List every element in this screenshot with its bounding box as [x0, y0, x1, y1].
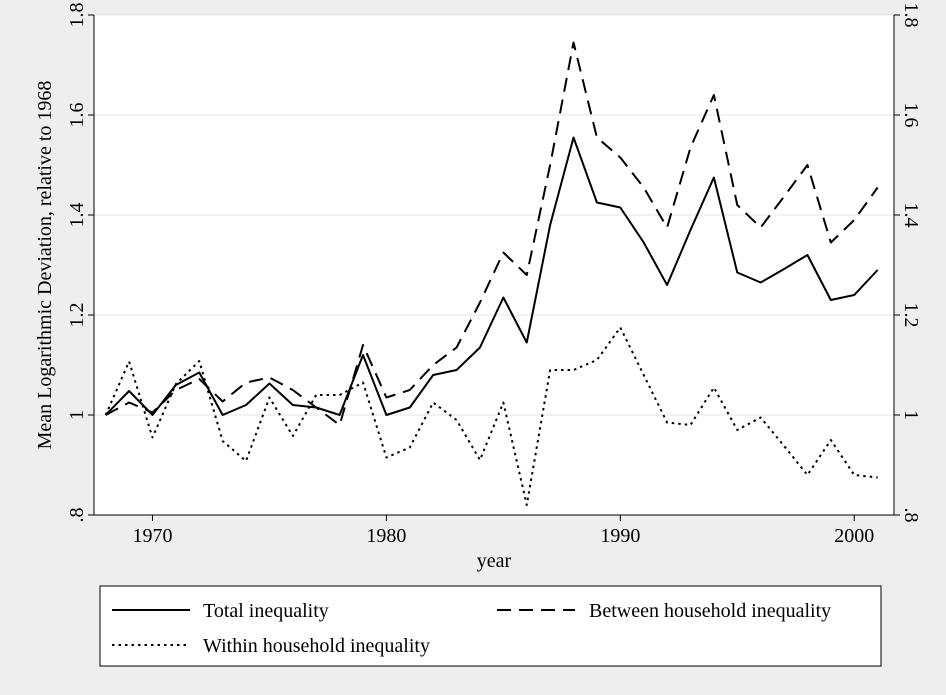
y-tick-label-right: 1.4 [900, 203, 922, 228]
y-tick-label-left: 1.2 [66, 303, 88, 328]
series-line-0 [104, 136, 879, 416]
legend-label-between: Between household inequality [589, 600, 831, 622]
y-tick-label-left: 1 [66, 410, 88, 420]
y-tick-label-left: 1.8 [66, 3, 88, 28]
y-tick-label-left: .8 [66, 508, 88, 523]
tick-labels: .8 .8 1 1 1.2 1.2 1.4 1.4 1.6 1.6 1.8 1.8 1970 1980 19… [66, 3, 922, 548]
y-tick-label-left: 1.4 [66, 203, 88, 228]
x-tick-label: 1990 [600, 525, 640, 547]
y-tick-label-left: 1.6 [66, 103, 88, 128]
legend-label-total: Total inequality [203, 600, 329, 622]
y-tick-label-right: .8 [900, 508, 922, 523]
x-tick-label: 1970 [132, 525, 172, 547]
legend: Total inequality Between household inequ… [99, 585, 882, 667]
series-lines [104, 41, 879, 506]
series-line-2 [104, 326, 878, 506]
y-tick-label-right: 1 [900, 410, 922, 420]
x-tick-label: 2000 [834, 525, 874, 547]
plot-area [94, 15, 894, 515]
y-axis-label: Mean Logarithmic Deviation, relative to … [34, 81, 56, 450]
x-tick-label: 1980 [366, 525, 406, 547]
legend-label-within: Within household inequality [203, 635, 430, 657]
legend-box [99, 585, 882, 667]
y-tick-label-right: 1.2 [900, 303, 922, 328]
x-axis-label: year [477, 550, 512, 572]
y-tick-label-right: 1.8 [900, 3, 922, 28]
axes [88, 14, 900, 521]
series-line-1 [105, 41, 879, 426]
y-tick-label-right: 1.6 [900, 103, 922, 128]
